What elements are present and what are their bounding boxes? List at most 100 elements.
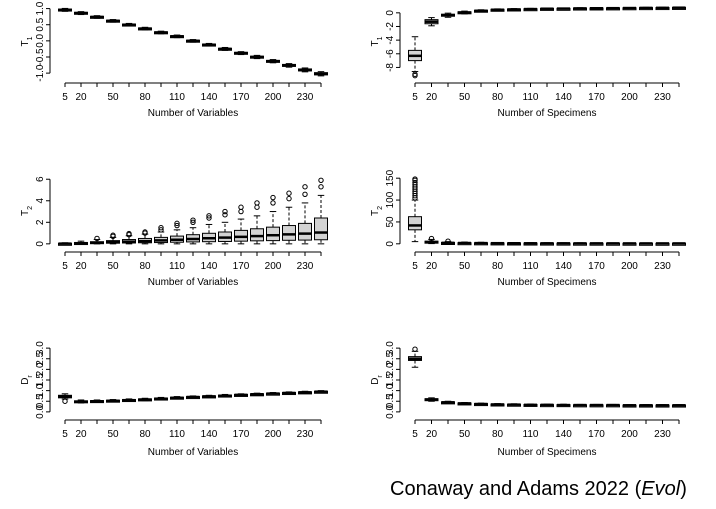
box-200 [266, 59, 280, 64]
box-215 [282, 190, 296, 245]
x-tick-label: 5 [412, 261, 418, 272]
box-230 [655, 6, 670, 11]
outlier-point [412, 72, 418, 79]
x-tick-label: 140 [555, 92, 572, 103]
x-tick-label: 80 [139, 429, 151, 440]
box-65 [474, 9, 488, 13]
box-245 [314, 390, 328, 394]
outlier-point [238, 204, 244, 210]
citation-close: ) [680, 478, 687, 500]
y-tick-label: 0.5 [35, 17, 46, 31]
outlier-point [158, 224, 164, 231]
y-axis-title: T1 [20, 36, 34, 46]
box-170 [234, 204, 248, 245]
box-155 [573, 403, 587, 408]
y-tick-label: 2.5 [385, 351, 396, 365]
x-tick-label: 5 [412, 92, 418, 103]
box-50 [106, 232, 120, 245]
x-tick-label: 20 [75, 429, 87, 440]
y-tick-label: 0.0 [35, 404, 46, 418]
box-245 [672, 404, 686, 408]
x-tick-label: 110 [523, 429, 539, 440]
y-tick-label: 1.5 [35, 373, 46, 387]
box-185 [250, 54, 264, 60]
box-125 [540, 7, 554, 11]
box-80 [490, 403, 505, 407]
x-tick-label: 50 [107, 261, 119, 272]
box-155 [218, 46, 232, 51]
box-170 [589, 242, 604, 246]
box-110 [170, 396, 184, 400]
y-tick-label: 2 [35, 219, 46, 225]
x-tick-label: 200 [621, 429, 638, 440]
y-tick-label: 50 [385, 216, 396, 228]
x-tick-label: 110 [523, 261, 539, 272]
box-65 [474, 402, 488, 407]
x-tick-label: 140 [201, 92, 218, 103]
x-tick-label: 80 [492, 261, 504, 272]
box-215 [639, 242, 653, 246]
outlier-point [110, 232, 116, 238]
panel-t1-specimens: 0 -2 -4 -6 -8 T1 5 20 50 80 110 140 170 200 230 Number … [370, 6, 686, 119]
panel-dr-variables: 0.00.51.01.52.02.53.0 Dr 5 20 50 80 110 140 170 2… [20, 341, 328, 458]
x-tick-label: 170 [588, 92, 605, 103]
x-tick-label: 80 [492, 429, 504, 440]
x-tick-label: 200 [265, 429, 282, 440]
box-110 [523, 242, 538, 246]
outlier-point [190, 219, 196, 226]
box-170 [234, 393, 248, 397]
outlier-point [318, 184, 324, 190]
box-215 [282, 391, 296, 396]
box-140 [556, 7, 571, 11]
box-200 [622, 404, 637, 408]
box-80 [138, 229, 152, 245]
x-tick-label: 50 [107, 92, 119, 103]
box-230 [655, 242, 670, 246]
y-tick-label: 3.0 [35, 341, 46, 355]
x-tick-label: 5 [62, 261, 68, 272]
y-tick-label: 0 [35, 241, 46, 247]
x-tick-label: 140 [201, 261, 218, 272]
x-axis-title: Number of Variables [148, 108, 238, 119]
box-185 [606, 403, 620, 408]
x-tick-label: 20 [426, 429, 438, 440]
x-tick-label: 230 [654, 92, 671, 103]
box-50 [457, 402, 472, 406]
y-tick-label: 0 [385, 241, 396, 247]
x-tick-label: 170 [588, 429, 605, 440]
box-35 [90, 235, 104, 245]
y-tick-label: 0.5 [385, 394, 396, 408]
outlier-point [286, 195, 292, 202]
x-tick-label: 110 [169, 429, 185, 440]
outlier-point [206, 213, 212, 219]
y-tick-label: 6 [35, 176, 46, 182]
box-140 [556, 403, 571, 408]
outlier-point [286, 190, 292, 196]
y-tick-label: 0.5 [35, 394, 46, 408]
x-tick-label: 5 [62, 92, 68, 103]
x-tick-label: 230 [297, 92, 314, 103]
box-iqr [266, 226, 280, 242]
outlier-point [222, 208, 228, 215]
box-125 [186, 217, 200, 245]
citation-text: Conaway and Adams 2022 ( [390, 478, 642, 500]
box-5 [408, 346, 422, 368]
outlier-point [412, 176, 418, 182]
citation-journal: Evol [641, 478, 681, 500]
box-80 [138, 397, 152, 402]
x-tick-label: 230 [654, 429, 671, 440]
box-140 [556, 242, 571, 246]
box-110 [523, 7, 538, 12]
box-140 [202, 213, 216, 245]
box-95 [507, 8, 521, 12]
box-110 [170, 220, 184, 245]
box-245 [314, 71, 328, 77]
box-230 [298, 390, 312, 395]
outlier-point [206, 215, 212, 221]
x-tick-label: 110 [169, 92, 185, 103]
outlier-point [190, 217, 196, 223]
y-tick-label: 4 [35, 198, 46, 204]
box-200 [622, 242, 637, 246]
x-axis-title: Number of Variables [148, 447, 238, 458]
outlier-point [94, 235, 100, 242]
